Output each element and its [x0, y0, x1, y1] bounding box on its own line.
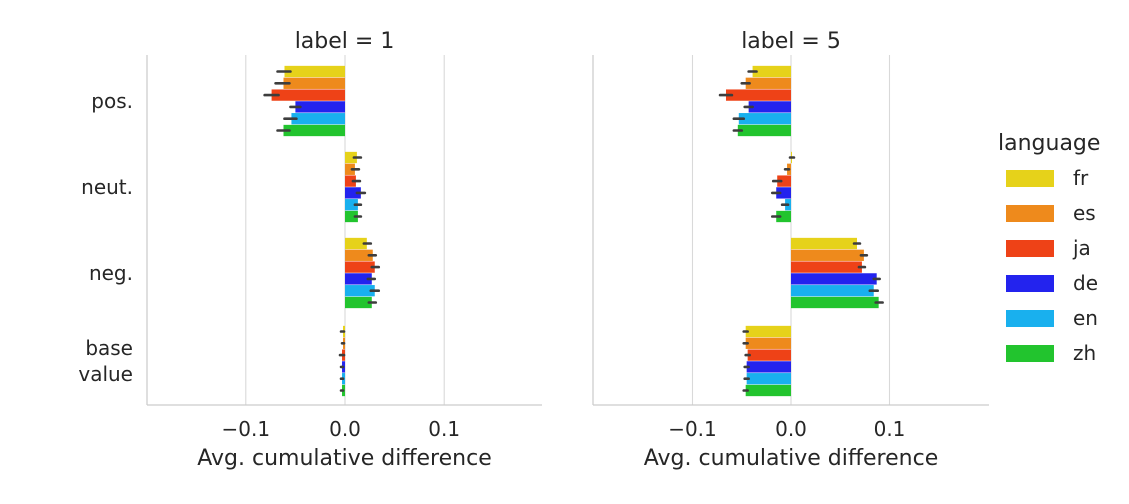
panel-2-xtick-label-0: −0.1	[668, 417, 717, 441]
panel-1-title: label = 1	[295, 29, 395, 54]
panel-2-bar-zh-pos	[737, 124, 791, 137]
panel-1-bar-ja-neut	[345, 175, 356, 187]
panel-2-bar-ja-neut	[777, 175, 791, 187]
panel-2-bar-ja-pos	[725, 89, 791, 101]
panel-2-xtick-label-1: 0.0	[775, 417, 807, 441]
panel-2-bar-en-base-value	[746, 373, 791, 385]
panel-1-bar-de-neut	[345, 187, 361, 199]
panel-2-bar-fr-neg	[791, 237, 857, 250]
legend-swatch-fr	[1006, 170, 1054, 187]
legend-swatch-ja	[1006, 240, 1054, 257]
ytick-label-base-value: base	[85, 336, 133, 360]
panel-2-xtick-label-2: 0.1	[874, 417, 906, 441]
panel-2-bar-ja-neg	[791, 261, 862, 273]
panel-1-xtick-label-2: 0.1	[428, 417, 460, 441]
panel-1-bar-es-pos	[283, 77, 345, 89]
panel-1-bar-es-neut	[345, 163, 355, 175]
panel-2-x-axis-label: Avg. cumulative difference	[644, 446, 938, 471]
panel-1-xtick-label-0: −0.1	[222, 417, 271, 441]
legend-swatch-en	[1006, 310, 1054, 327]
panel-2-bar-zh-neut	[776, 210, 791, 223]
legend-label-de: de	[1073, 271, 1098, 295]
panel-2-bar-en-neg	[791, 285, 874, 297]
ytick-label-neg: neg.	[89, 261, 133, 285]
panel-2-bar-es-pos	[745, 77, 791, 89]
ytick-label-pos: pos.	[91, 89, 133, 113]
legend-label-en: en	[1073, 306, 1098, 330]
panel-1-bar-ja-pos	[271, 89, 345, 101]
panel-1-bar-es-neg	[345, 249, 373, 261]
legend-title: language	[998, 131, 1100, 156]
panel-2-bar-fr-base-value	[745, 325, 791, 338]
panel-2-bar-de-neut	[776, 187, 791, 199]
legend-label-fr: fr	[1073, 166, 1089, 190]
legend-swatch-es	[1006, 205, 1054, 222]
ytick-label-base-value: value	[78, 362, 133, 386]
panel-2-bar-zh-base-value	[745, 384, 791, 397]
legend-swatch-de	[1006, 275, 1054, 292]
legend-label-zh: zh	[1073, 341, 1096, 365]
panel-1-bar-fr-pos	[284, 65, 345, 78]
panel-1-x-axis-label: Avg. cumulative difference	[197, 446, 491, 471]
panel-2-bar-de-base-value	[746, 361, 791, 373]
legend-label-es: es	[1073, 201, 1096, 225]
panel-2-bar-en-pos	[738, 113, 791, 125]
panel-1-bar-fr-neg	[345, 237, 367, 250]
panel-1-bar-ja-neg	[345, 261, 375, 273]
panel-1-xtick-label-1: 0.0	[329, 417, 361, 441]
panel-2-bar-es-base-value	[745, 337, 791, 349]
panel-2-bar-fr-pos	[752, 65, 791, 78]
panel-1-bar-de-neg	[345, 273, 372, 285]
panel-2-bar-zh-neg	[791, 296, 879, 309]
panel-2-title: label = 5	[741, 29, 841, 54]
legend-label-ja: ja	[1072, 236, 1091, 260]
panel-1-bar-de-pos	[295, 101, 345, 113]
panel-1-bar-en-neut	[345, 199, 358, 211]
panel-2-bar-ja-base-value	[747, 349, 791, 361]
panel-1-bar-zh-pos	[283, 124, 345, 137]
panel-2-bar-es-neg	[791, 249, 864, 261]
ytick-label-neut: neut.	[81, 175, 133, 199]
panel-1-bar-en-neg	[345, 285, 375, 297]
panel-2-bar-de-neg	[791, 273, 877, 285]
legend-swatch-zh	[1006, 345, 1054, 362]
panel-1-bar-en-pos	[291, 113, 345, 125]
panel-1-bar-fr-neut	[345, 151, 357, 164]
panel-1-bar-zh-neg	[345, 296, 372, 309]
panel-1-bar-zh-neut	[345, 210, 358, 223]
panel-2-bar-de-pos	[748, 101, 791, 113]
